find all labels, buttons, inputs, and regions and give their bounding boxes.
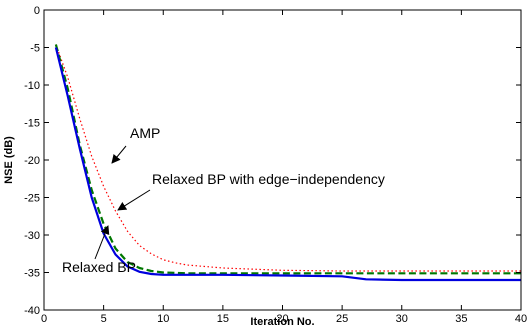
series-line-amp bbox=[55, 44, 521, 272]
x-tick-label: 5 bbox=[101, 313, 107, 325]
y-tick-label: -20 bbox=[24, 155, 40, 167]
x-tick-label: 35 bbox=[455, 313, 467, 325]
x-tick-label: 15 bbox=[217, 313, 229, 325]
x-tick-label: 10 bbox=[157, 313, 169, 325]
y-tick-label: -10 bbox=[24, 80, 40, 92]
x-tick-label: 30 bbox=[396, 313, 408, 325]
y-axis-label: NSE (dB) bbox=[3, 136, 15, 184]
x-tick-label: 40 bbox=[515, 313, 527, 325]
x-axis-label: Iteration No. bbox=[250, 316, 314, 328]
annotation-arrow-amp bbox=[111, 145, 127, 164]
annotation-amp: AMP bbox=[130, 125, 160, 141]
y-tick-label: -30 bbox=[24, 230, 40, 242]
y-tick-label: -40 bbox=[24, 305, 40, 317]
annotation-arrow-edge-independency bbox=[117, 189, 151, 211]
x-tick-label: 25 bbox=[336, 313, 348, 325]
y-tick-label: -15 bbox=[24, 118, 40, 130]
x-tick-label: 20 bbox=[276, 313, 288, 325]
series-layer bbox=[54, 44, 521, 282]
series-line-edge-independency bbox=[54, 44, 521, 275]
annotation-relaxed-bp: Relaxed BP bbox=[62, 259, 136, 275]
ticks-layer: 0 5 10 15 20 25 30 35 40 0 -5 -10 -15 -20 -25 -30 -35 -40 bbox=[24, 5, 527, 325]
x-tick-label: 0 bbox=[41, 313, 47, 325]
y-tick-label: 0 bbox=[34, 5, 40, 17]
annotation-edge-independency: Relaxed BP with edge−independency bbox=[152, 171, 385, 187]
annotation-arrow-relaxed-bp bbox=[94, 225, 110, 260]
annotations-layer: AMP Relaxed BP with edge−independency Rela… bbox=[62, 125, 385, 275]
y-tick-label: -35 bbox=[24, 268, 40, 280]
y-tick-label: -5 bbox=[30, 43, 40, 55]
series-line-relaxed-bp bbox=[54, 47, 521, 282]
y-tick-label: -25 bbox=[24, 193, 40, 205]
